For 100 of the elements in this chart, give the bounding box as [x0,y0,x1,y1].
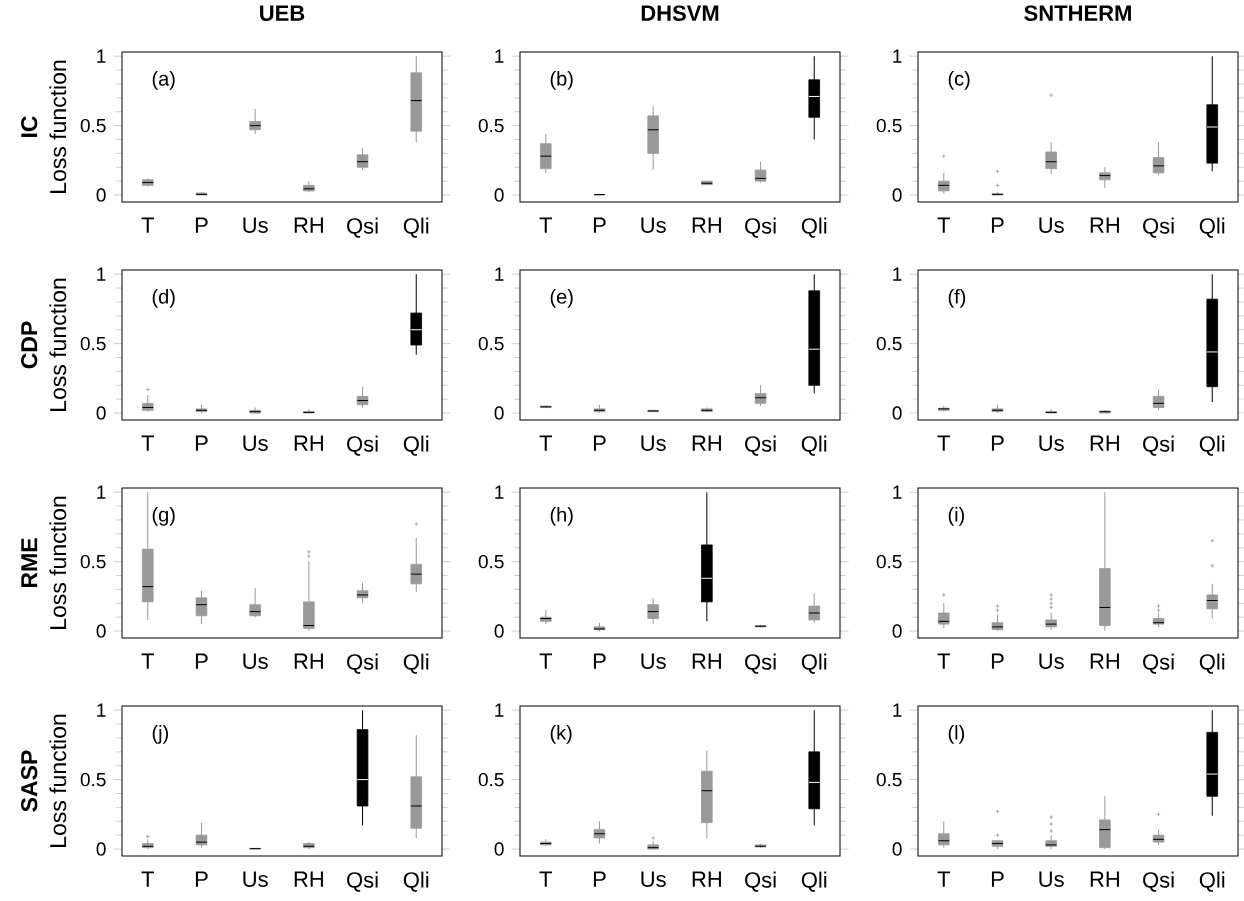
y-tick-label: 0.5 [478,118,504,133]
x-tick-label: Qli [801,653,827,674]
x-tick-label: Qli [403,871,429,892]
annotation: (a) [152,71,175,90]
x-tick-label: Qsi [1143,871,1174,892]
annotation: (g) [152,507,175,526]
x-tick-label: Us [243,435,268,451]
x-tick-label: T [539,435,552,451]
x-tick-label: Us [243,217,268,233]
y-tick-label: 1 [97,49,106,63]
y-tick-label: 0.5 [80,118,106,133]
x-tick-label: T [141,871,154,887]
x-tick-label: RH [294,217,323,233]
y-tick-label: 1 [893,49,902,63]
y-tick-label: 1 [97,267,106,281]
x-tick-label: T [937,871,950,887]
y-tick-label: 1 [495,49,504,63]
x-tick-label: Us [1039,871,1064,887]
y-tick-label: 0.5 [80,772,106,787]
annotation: (d) [152,289,175,308]
y-tick-label: 0.5 [80,336,106,351]
x-tick-label: Qsi [745,217,776,238]
x-tick-label: Qsi [347,435,378,456]
x-tick-label: T [937,653,950,669]
y-tick-label: 0.5 [478,336,504,351]
y-tick-label: 0 [494,188,504,202]
text: CDP [21,321,38,369]
x-tick-label: Qsi [347,653,378,674]
x-tick-label: T [539,871,552,887]
x-tick-label: Qli [1199,871,1225,892]
x-tick-label: RH [294,653,323,669]
x-tick-label: Qli [403,217,429,238]
x-tick-label: Qli [1199,653,1225,674]
x-tick-label: T [937,217,950,233]
x-tick-label: Us [243,653,268,669]
y-axis-title: Loss function [49,60,67,193]
x-tick-label: Qli [1199,217,1225,238]
y-tick-label: 0.5 [80,554,106,569]
x-tick-label: P [195,217,208,233]
annotation: (l) [948,725,964,744]
x-tick-label: RH [294,435,323,451]
x-tick-label: Us [641,435,666,451]
x-tick-label: Us [641,653,666,669]
annotation: (i) [948,507,964,526]
chart-title: UEB [260,5,305,21]
x-tick-label: T [937,435,950,451]
chart-title: SNTHERM [1024,5,1131,21]
y-tick-label: 1 [97,703,106,717]
y-tick-label: 0 [494,406,504,420]
x-tick-label: Qsi [745,653,776,674]
x-tick-label: T [539,653,552,669]
y-tick-label: 0.5 [478,772,504,787]
chart-title: DHSVM [641,5,719,21]
x-tick-label: Qsi [1143,217,1174,238]
y-axis-title: Loss function [49,496,67,629]
x-tick-label: T [141,217,154,233]
x-tick-label: Qli [801,217,827,238]
x-tick-label: P [991,217,1004,233]
y-tick-label: 0.5 [876,336,902,351]
x-tick-label: Us [641,871,666,887]
x-tick-label: Qsi [347,871,378,892]
x-tick-label: RH [1090,435,1119,451]
y-tick-label: 0 [96,406,106,420]
y-tick-label: 0.5 [876,554,902,569]
y-tick-label: 1 [495,267,504,281]
x-tick-label: Qsi [1143,653,1174,674]
x-tick-label: T [539,217,552,233]
x-tick-label: Qsi [745,435,776,456]
x-tick-label: Qli [403,435,429,456]
x-tick-label: RH [1090,217,1119,233]
x-tick-label: RH [294,871,323,887]
annotation: (f) [948,289,966,308]
y-tick-label: 0.5 [876,772,902,787]
text: SASP [21,750,38,812]
x-tick-label: T [141,653,154,669]
y-axis-title: Loss function [49,714,67,847]
x-tick-label: P [195,435,208,451]
x-tick-label: Us [243,871,268,887]
x-tick-label: P [195,653,208,669]
y-tick-label: 1 [495,703,504,717]
x-tick-label: Qli [403,653,429,674]
annotation: (h) [550,507,573,526]
x-tick-label: P [991,653,1004,669]
y-tick-label: 0 [96,842,106,856]
text: IC [21,116,38,137]
y-tick-label: 1 [893,703,902,717]
y-tick-label: 0 [96,624,106,638]
y-tick-label: 0.5 [478,554,504,569]
y-tick-label: 0 [892,624,902,638]
x-tick-label: RH [1090,871,1119,887]
x-tick-label: Qsi [1143,435,1174,456]
y-tick-label: 0 [892,406,902,420]
x-tick-label: P [593,871,606,887]
x-tick-label: Us [1039,653,1064,669]
x-tick-label: Qli [801,871,827,892]
y-tick-label: 0 [892,188,902,202]
y-tick-label: 1 [97,485,106,499]
x-tick-label: P [593,435,606,451]
x-tick-label: RH [692,871,721,887]
x-tick-label: RH [692,435,721,451]
